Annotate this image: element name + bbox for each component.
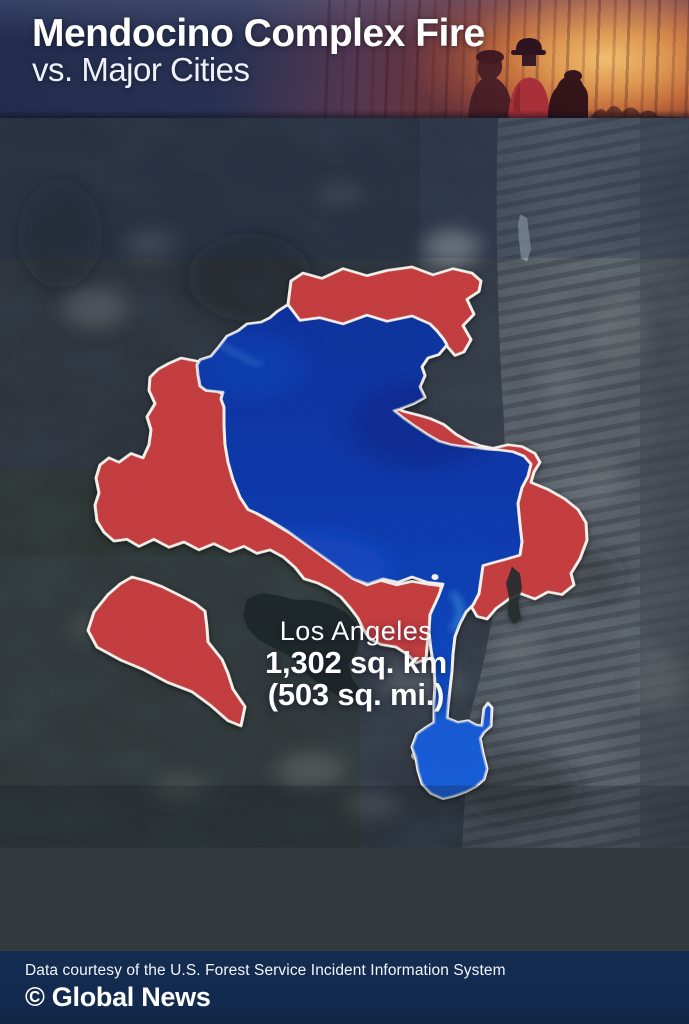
map-canvas (0, 118, 689, 848)
title-block: Mendocino Complex Fire vs. Major Cities (32, 14, 485, 88)
area-label: Los Angeles 1,302 sq. km (503 sq. mi.) (194, 616, 518, 711)
city-name-label: Los Angeles (279, 616, 433, 646)
data-credit: Data courtesy of the U.S. Forest Service… (25, 962, 506, 979)
page-subtitle: vs. Major Cities (32, 51, 250, 88)
satellite-map: Los Angeles 1,302 sq. km (503 sq. mi.) (0, 118, 689, 951)
header-divider (0, 110, 689, 118)
footer-bar: Data courtesy of the U.S. Forest Service… (0, 951, 689, 1024)
header-banner: Mendocino Complex Fire vs. Major Cities (0, 0, 689, 118)
area-km-label: 1,302 sq. km (265, 645, 447, 681)
global-news-logo: © Global News (25, 982, 211, 1012)
firefighters-silhouette (468, 38, 689, 118)
area-mi-label: (503 sq. mi.) (267, 676, 445, 712)
page-title: Mendocino Complex Fire (32, 12, 485, 55)
